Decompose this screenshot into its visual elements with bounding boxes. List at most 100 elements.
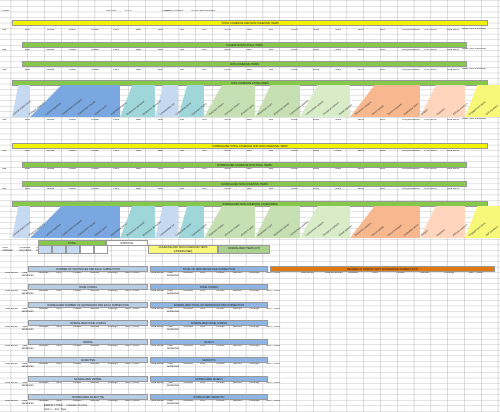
analysis-col-label: Intro	[200, 400, 206, 402]
column-label: Blusr	[335, 69, 342, 71]
column-label: Frfnl Items	[424, 150, 437, 152]
analysis-col-label: Findings	[107, 290, 118, 292]
analysis-col-label: Method	[233, 308, 242, 310]
column-label: Bhstar	[91, 49, 99, 51]
analysis-col-label: Method	[90, 290, 100, 292]
column-label: Bhest	[69, 150, 76, 152]
analysis-col-label: Sum., Concl.	[124, 363, 140, 365]
column-label: Blasi	[135, 119, 142, 121]
analysis-col-label: Method	[233, 345, 242, 347]
column-label: Bhest	[69, 119, 76, 121]
column-label: Bar	[2, 119, 7, 121]
analysis-col-label: Intro	[56, 326, 62, 328]
analysis-col-label: Findings	[249, 345, 260, 347]
analysis-col-label: Sum., Concl.	[468, 272, 484, 274]
analysis-col-label: Method	[233, 290, 242, 292]
analysis-col-label: Sum., Concl.	[124, 272, 140, 274]
column-label: Bhstar	[46, 168, 55, 170]
analysis-col-label: Abstract	[183, 363, 194, 365]
column-label: compoundHour	[402, 150, 420, 152]
analysis-col-label: Total sentences	[21, 400, 34, 405]
column-label: Bfsn	[157, 168, 164, 170]
column-label: Bfnl	[202, 28, 207, 31]
analysis-mid-band: NORMALIZED ADJECT	[150, 376, 268, 382]
analysis-col-label: Findings	[249, 382, 260, 384]
header-cell[interactable]: RCAR	[162, 10, 170, 12]
analysis-col-label: Total words	[4, 290, 18, 292]
footer-note: ERROR TYPES ... / Number of errors	[44, 404, 88, 407]
column-label: Blasi	[135, 150, 142, 152]
analysis-col-label: Total sentences	[167, 290, 179, 295]
analysis-col-label: Findings	[107, 382, 118, 384]
analysis-col-label: Intro	[56, 290, 62, 292]
header-cell[interactable]: CODE	[1, 10, 10, 12]
analysis-col-label: Findings	[249, 290, 260, 292]
column-label: Mfunl	[224, 168, 231, 170]
header-cell[interactable]: TOTAL WORDS	[164, 10, 184, 12]
column-label: Total Items	[446, 188, 460, 190]
analysis-col-label: Total words	[150, 382, 164, 384]
column-label: Blasi	[135, 168, 142, 170]
column-label: Bss	[180, 188, 185, 190]
header-cell[interactable]: TOTAL SENTENCES	[190, 10, 216, 12]
analysis-col-label: Total words	[4, 400, 18, 402]
analysis-col-label: Lit/Rev	[216, 382, 225, 384]
header-cell[interactable]: R.T.L	[125, 10, 132, 12]
analysis-col-label: Abstract	[38, 363, 49, 365]
analysis-col-label: Method	[90, 272, 100, 274]
analysis-col-label: Abstract	[183, 272, 194, 274]
column-label: Bhrwf	[291, 188, 298, 190]
header-cell[interactable]: RATING	[106, 10, 117, 12]
summary-right-band: NORMALIZED ITEMS (C/T)	[218, 245, 270, 254]
column-label: Bss	[180, 119, 185, 121]
column-label: Blsr	[268, 69, 274, 71]
column-label: compoundHour	[402, 168, 420, 170]
column-label: Bar	[2, 69, 7, 71]
analysis-col-label: Sum., Concl.	[124, 382, 140, 384]
analysis-col-label: Sum., Concl.	[124, 345, 140, 347]
column-label: Total Items	[446, 150, 460, 152]
column-label: Bfsn	[157, 188, 164, 190]
column-label: Frfnl Items	[424, 69, 437, 71]
analysis-col-label: Intro	[200, 272, 206, 274]
analysis-col-label: Lit/Rev	[216, 363, 225, 365]
column-label: Blusr	[335, 150, 342, 152]
analysis-col-label: Findings	[107, 326, 118, 328]
analysis-col-label: Total words	[150, 345, 164, 347]
column-label: Bhrwf	[291, 28, 298, 31]
analysis-col-label: Total sentences	[324, 272, 343, 274]
analysis-col-label: Abstract	[38, 400, 49, 402]
analysis-left-band: NORMALIZED NUMBER OF SENTENCES PER EACH …	[28, 302, 148, 308]
summary-row-label: Cohesive long items	[19, 247, 32, 252]
analysis-col-label: Findings	[107, 308, 118, 310]
analysis-col-label: Intro	[56, 308, 62, 310]
analysis-col-label: Abstract	[183, 326, 194, 328]
trailing-label: Totals (non cohesive)	[461, 68, 487, 70]
footer-note-2: (unit, n... Inst. Type	[44, 408, 67, 411]
analysis-left-band: ADJECTIVE	[28, 357, 148, 363]
column-label: Blasi	[135, 49, 142, 51]
analysis-col-label: Total words	[4, 382, 18, 384]
analysis-col-label: Intro	[56, 400, 62, 402]
analysis-col-label: Total sentences	[21, 363, 34, 368]
column-label: Bfnl	[202, 168, 207, 170]
column-label: Bhest	[69, 69, 76, 71]
column-label: Fehlr	[113, 28, 120, 31]
analysis-col-label: Lit/Rev	[216, 400, 225, 402]
column-label: Blasi	[135, 69, 142, 71]
analysis-col-label: Total words	[300, 272, 314, 274]
section-band-cohesive: COHESIVE NON-FINAL ITEMS	[22, 42, 467, 48]
header-row: CODE RATING R.T.L RCAR TOTAL WORDS TOTAL SENT…	[0, 8, 500, 13]
analysis-col-label: Abstract	[183, 400, 194, 402]
analysis-col-label: Total sentences	[167, 363, 179, 368]
column-label: Bss	[180, 49, 185, 51]
trailing-label: Totals (non cohesive)	[461, 28, 487, 30]
column-label: Bhstar	[46, 188, 55, 190]
analysis-col-label: Total sentences	[21, 308, 34, 313]
column-label: Bhstar	[46, 150, 55, 152]
analysis-col-label: Sum., Concl.	[266, 382, 281, 384]
analysis-col-label: Findings	[444, 272, 455, 274]
column-label: Bfsn	[157, 119, 164, 121]
column-label: Blsr	[268, 28, 274, 31]
